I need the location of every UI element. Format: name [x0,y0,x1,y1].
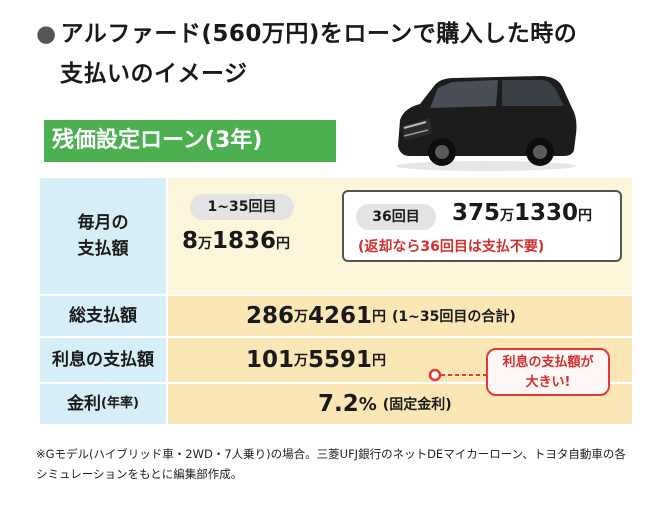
total-note: (1~35回目の合計) [392,309,516,325]
unit-man: 万 [198,236,213,252]
rate-number: 7.2 [318,391,359,417]
label-interest: 利息の支払額 [40,338,166,384]
monthly-amount: 8万1836円 [182,228,290,254]
total-amount: 286 万 4261 円 (1~35回目の合計) [246,296,516,336]
final-amount-rest: 1330 [514,200,579,226]
total-amount-man: 286 [246,303,295,329]
unit-yen: 円 [372,353,387,369]
interest-callout: 利息の支払額が 大きい! [486,348,610,396]
headline-text-1: アルファード(560万円)をローンで購入した時の [60,21,578,47]
label-rate-main: 金利 [67,394,102,414]
interest-amount-rest: 5591 [308,347,373,373]
callout-line-2: 大きい! [525,375,571,390]
label-monthly: 毎月の 支払額 [40,178,166,296]
rate-value: 7.2% (固定金利) [318,384,452,424]
headline: ● アルファード(560万円)をローンで購入した時の 支払いのイメージ [36,14,636,94]
footnote: ※Gモデル(ハイブリッド車・2WD・7人乗り)の場合。三菱UFJ銀行のネットDE… [36,447,626,481]
label-rate: 金利 (年率) [40,384,166,426]
payment-table: 毎月の 支払額 1~35回目 8万1836円 36回目 375万1330円 (返却… [40,178,632,426]
final-installment-pill: 36回目 [356,204,436,230]
value-monthly: 1~35回目 8万1836円 36回目 375万1330円 (返却なら36回目は… [168,178,632,296]
final-payment-box: 36回目 375万1330円 (返却なら36回目は支払不要) [342,190,622,262]
total-amount-rest: 4261 [308,303,373,329]
black-minivan-icon [396,76,577,171]
label-rate-sub: (年率) [101,396,139,411]
table-row-monthly: 毎月の 支払額 1~35回目 8万1836円 36回目 375万1330円 (返却… [40,178,632,296]
headline-line-1: ● アルファード(560万円)をローンで購入した時の [36,14,636,54]
value-total: 286 万 4261 円 (1~35回目の合計) [168,296,632,338]
unit-yen: 円 [372,309,387,325]
callout-connector-icon [428,368,488,382]
loan-title: 残価設定ローン(3年) [44,120,336,162]
unit-man: 万 [294,309,309,325]
rate-note: (固定金利) [382,397,452,413]
headline-line-2: 支払いのイメージ [60,61,248,87]
unit-man: 万 [294,353,309,369]
monthly-amount-man: 8 [182,228,199,254]
final-payment-note: (返却なら36回目は支払不要) [358,239,545,255]
monthly-amount-rest: 1836 [212,228,277,254]
bullet-icon: ● [36,21,57,47]
callout-line-1: 利息の支払額が [502,355,594,370]
rate-unit: % [358,393,377,415]
final-amount-man: 375 [452,200,501,226]
table-row-total: 総支払額 286 万 4261 円 (1~35回目の合計) [40,296,632,338]
installment-range-pill: 1~35回目 [190,194,294,220]
interest-amount-man: 101 [246,347,295,373]
label-monthly-line-2: 支払額 [77,239,129,259]
label-total: 総支払額 [40,296,166,338]
unit-yen: 円 [578,208,593,224]
final-amount: 375万1330円 [452,200,592,226]
unit-man: 万 [500,208,515,224]
interest-amount: 101 万 5591 円 [246,338,386,382]
unit-yen: 円 [276,236,291,252]
label-monthly-line-1: 毎月の [77,213,129,233]
